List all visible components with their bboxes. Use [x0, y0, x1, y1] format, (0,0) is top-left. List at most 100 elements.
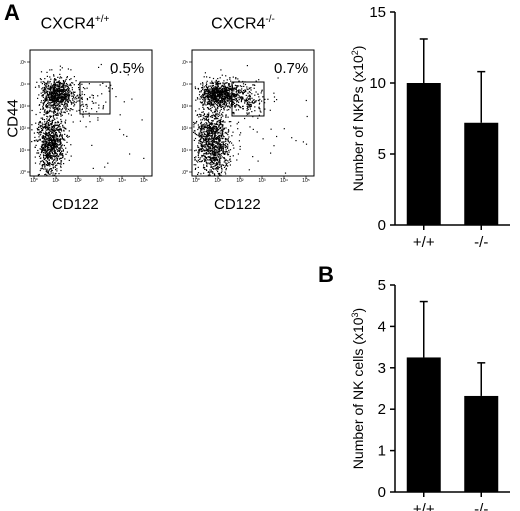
flow-event-dot: [224, 144, 226, 146]
flow-event-dot: [56, 133, 58, 135]
flow-event-dot: [45, 170, 47, 172]
flow-event-dot: [204, 103, 206, 105]
flow-event-dot: [219, 133, 221, 135]
flow-event-dot: [59, 140, 61, 142]
flow-event-dot: [213, 99, 215, 101]
flow-event-dot: [226, 94, 228, 96]
flow-event-dot: [48, 154, 50, 156]
flow-event-dot: [57, 162, 59, 164]
flow-event-dot: [40, 157, 42, 159]
flow-event-dot: [209, 76, 211, 79]
flow-event-dot: [203, 76, 205, 78]
flow-event-dot: [54, 140, 57, 142]
flow-event-dot: [92, 102, 94, 104]
flow-event-dot: [295, 140, 297, 142]
flow-event-dot: [226, 132, 228, 135]
flow-event-dot: [59, 148, 61, 150]
flow-event-dot: [219, 162, 221, 164]
flow-x-tick-label: 10⁵: [302, 178, 310, 182]
flow-event-dot: [219, 123, 221, 125]
flow-event-dot: [213, 101, 215, 103]
flow-event-dot: [54, 110, 56, 113]
flow-event-dot: [56, 94, 58, 96]
flow-event-dot: [52, 101, 54, 103]
flow-event-dot: [141, 119, 143, 121]
flow-event-dot: [213, 125, 215, 127]
flow-event-dot: [35, 144, 37, 146]
flow-event-dot: [200, 144, 202, 147]
flow-event-dot: [212, 130, 214, 132]
flow-event-dot: [211, 89, 213, 91]
flow-event-dot: [203, 139, 205, 141]
flow-event-dot: [223, 86, 225, 88]
flow-event-dot: [232, 103, 234, 105]
flow-event-dot: [48, 118, 51, 120]
flow-event-dot: [62, 88, 64, 91]
flow-event-dot: [229, 106, 231, 108]
flow-event-dot: [197, 145, 199, 147]
flow-event-dot: [204, 116, 206, 118]
flow-event-dot: [214, 148, 216, 150]
flow-event-dot: [60, 165, 62, 167]
flow-event-dot: [225, 164, 227, 166]
y-tick-label: 0: [378, 217, 386, 234]
flow-event-dot: [37, 139, 39, 141]
flow-event-dot: [224, 98, 226, 100]
flow-event-dot: [193, 121, 195, 124]
flow-event-dot: [54, 106, 56, 109]
flow-event-dot: [45, 105, 47, 107]
flow-event-dot: [218, 148, 220, 150]
flow-event-dot: [59, 105, 61, 107]
flow-event-dot: [66, 76, 68, 78]
flow-event-dot: [200, 122, 202, 124]
flow-event-dot: [48, 91, 50, 93]
flow-event-dot: [225, 97, 227, 99]
flow-event-dot: [55, 133, 57, 135]
flow-event-dot: [35, 113, 37, 116]
flow-event-dot: [58, 103, 60, 106]
flow-event-dot: [211, 131, 213, 133]
flow-event-dot: [56, 117, 58, 119]
flow-event-dot: [59, 141, 61, 143]
flow-event-dot: [47, 171, 49, 173]
flow-event-dot: [45, 136, 47, 138]
flow-event-dot: [260, 111, 262, 113]
flow-event-dot: [221, 146, 223, 148]
flow-event-dot: [40, 108, 42, 110]
flow-event-dot: [52, 133, 55, 135]
flow-event-dot: [218, 166, 221, 168]
flow-event-dot: [212, 142, 214, 144]
flow-event-dot: [216, 101, 218, 103]
flow-event-dot: [81, 91, 83, 93]
flow-event-dot: [59, 158, 61, 160]
flow-event-dot: [46, 138, 49, 140]
flow-event-dot: [215, 96, 218, 98]
flow-event-dot: [221, 149, 223, 152]
flow-event-dot: [44, 144, 46, 146]
flow-event-dot: [230, 99, 232, 101]
flow-event-dot: [51, 155, 53, 157]
flow-event-dot: [67, 86, 70, 89]
flow-event-dot: [219, 106, 222, 108]
flow-event-dot: [48, 159, 50, 161]
flow-y-tick-label: 10⁰: [20, 170, 26, 176]
flow-event-dot: [216, 150, 218, 152]
flow-event-dot: [59, 65, 61, 67]
flow-event-dot: [44, 133, 47, 136]
flow-event-dot: [56, 107, 58, 109]
flow-event-dot: [126, 135, 128, 137]
flow-event-dot: [224, 100, 226, 103]
flow-event-dot: [202, 131, 204, 133]
flow-event-dot: [54, 153, 56, 155]
flow-event-dot: [60, 93, 62, 95]
flow-event-dot: [224, 87, 226, 89]
flow-event-dot: [205, 140, 208, 142]
flow-event-dot: [220, 165, 222, 167]
flow-event-dot: [56, 168, 58, 170]
flow-event-dot: [48, 145, 50, 147]
flow-event-dot: [51, 135, 53, 137]
flow-y-tick-label: 10³: [20, 104, 26, 110]
flow-event-dot: [225, 93, 227, 95]
flow-event-dot: [61, 98, 64, 100]
flow-event-dot: [215, 79, 217, 81]
